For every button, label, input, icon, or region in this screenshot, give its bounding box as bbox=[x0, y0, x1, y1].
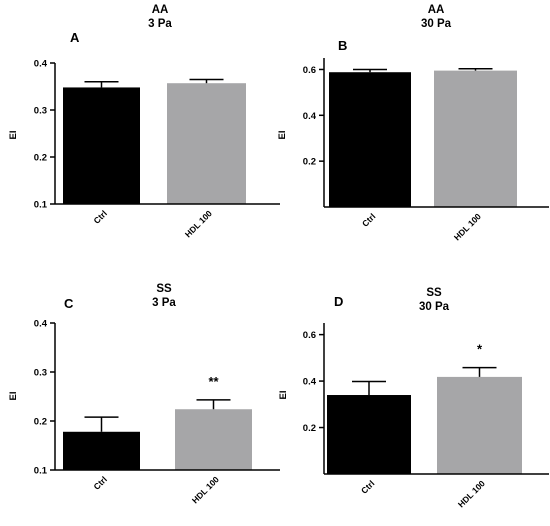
panel-d-significance-marker: * bbox=[477, 342, 483, 357]
panel-b-letter: B bbox=[338, 38, 347, 53]
panel-d-bar bbox=[327, 395, 411, 474]
panel-b-subtitle: 30 Pa bbox=[421, 18, 452, 30]
panel-a-ylabel: EI bbox=[8, 131, 19, 140]
panel-c-plot: Ctrl ** HDL 100 0.1 0.2 0.3 0.4 bbox=[34, 319, 280, 505]
panel-a-y-tick-label: 0.3 bbox=[34, 106, 47, 117]
panel-b-plot: Ctrl HDL 100 0.2 0.4 0.6 bbox=[303, 58, 549, 242]
panel-c: SS 3 Pa C EI Ctrl ** HDL 100 0.1 0.2 0.3 0.4 bbox=[8, 283, 280, 505]
panel-d-y-tick-label: 0.4 bbox=[303, 377, 317, 388]
panel-d-y-tick-label: 0.6 bbox=[303, 330, 316, 341]
panel-c-title: SS bbox=[156, 283, 172, 295]
panel-d-plot: Ctrl * HDL 100 0.2 0.4 0.6 bbox=[303, 323, 549, 509]
panel-a-bar bbox=[167, 83, 246, 204]
panel-a-bar bbox=[63, 87, 140, 204]
panel-c-bar bbox=[63, 431, 140, 470]
panel-a-category-label: HDL 100 bbox=[183, 208, 214, 239]
panel-b: AA 30 Pa B EI Ctrl HDL 100 0.2 0.4 0.6 bbox=[277, 4, 549, 242]
panel-c-category-label: Ctrl bbox=[91, 474, 108, 491]
panel-a-y-tick-label: 0.2 bbox=[34, 153, 47, 164]
panel-b-y-tick-label: 0.4 bbox=[303, 111, 317, 122]
panel-d-category-label: HDL 100 bbox=[456, 478, 487, 509]
panel-b-ylabel: EI bbox=[277, 131, 288, 140]
panel-d-y-tick-label: 0.2 bbox=[303, 423, 316, 434]
panel-b-bar bbox=[329, 72, 411, 207]
panel-b-category-label: HDL 100 bbox=[452, 211, 483, 242]
panel-a: AA 3 Pa A EI Ctrl HDL 100 0.1 0.2 0.3 0.4 bbox=[8, 4, 280, 239]
panel-d-category-label: Ctrl bbox=[359, 478, 376, 495]
panel-b-category-label: Ctrl bbox=[360, 211, 377, 228]
panel-d-bar bbox=[437, 376, 522, 474]
panel-a-y-tick-label: 0.1 bbox=[34, 200, 48, 211]
panel-c-subtitle: 3 Pa bbox=[152, 297, 176, 309]
panel-c-y-tick-label: 0.4 bbox=[34, 319, 48, 330]
panel-b-y-tick-label: 0.2 bbox=[303, 157, 316, 168]
panel-c-ylabel: EI bbox=[8, 392, 19, 401]
panel-b-bar bbox=[434, 70, 517, 207]
panel-b-y-tick-label: 0.6 bbox=[303, 65, 316, 76]
panel-c-letter: C bbox=[64, 296, 74, 311]
panel-a-category-label: Ctrl bbox=[91, 208, 108, 225]
panel-a-plot: Ctrl HDL 100 0.1 0.2 0.3 0.4 bbox=[34, 59, 280, 239]
panel-d-ylabel: EI bbox=[278, 391, 289, 400]
panel-a-subtitle: 3 Pa bbox=[148, 18, 172, 30]
panel-a-y-tick-label: 0.4 bbox=[34, 59, 48, 70]
panel-c-category-label: HDL 100 bbox=[190, 474, 221, 505]
panel-d-subtitle: 30 Pa bbox=[419, 301, 450, 313]
panel-c-significance-marker: ** bbox=[208, 374, 219, 389]
panel-c-y-tick-label: 0.3 bbox=[34, 368, 47, 379]
panel-b-title: AA bbox=[428, 4, 445, 16]
panel-c-y-tick-label: 0.2 bbox=[34, 417, 47, 428]
panel-d-title: SS bbox=[426, 287, 442, 299]
panel-c-y-tick-label: 0.1 bbox=[34, 466, 48, 477]
panel-c-bar bbox=[175, 409, 252, 470]
panel-d: SS 30 Pa D EI Ctrl * HDL 100 0.2 0.4 0.6 bbox=[278, 287, 549, 509]
panel-a-letter: A bbox=[70, 30, 80, 45]
panel-d-letter: D bbox=[334, 294, 343, 309]
panel-a-title: AA bbox=[152, 4, 169, 16]
